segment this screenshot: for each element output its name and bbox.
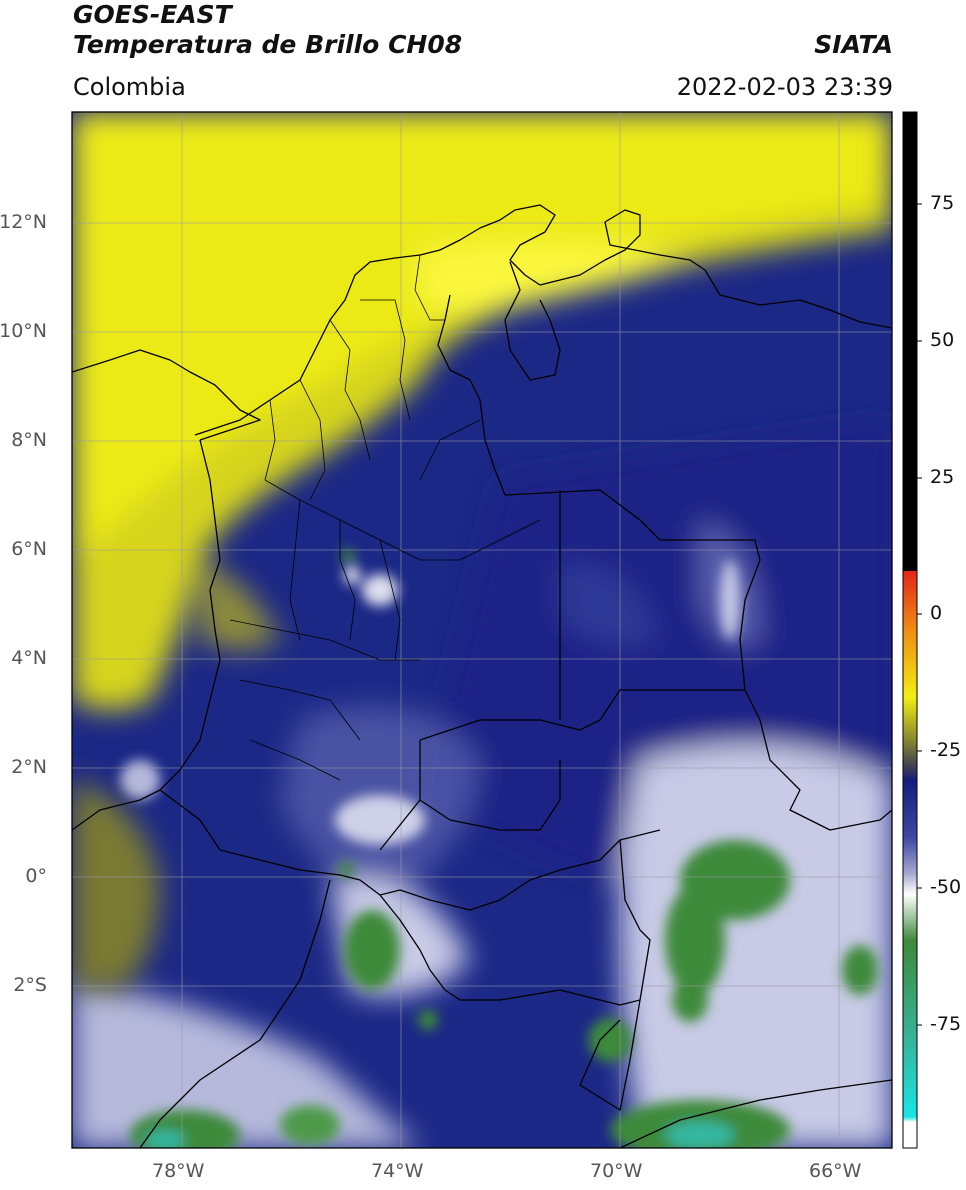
lat-tick-4n: 4°N [11,647,47,669]
lat-tick-8n: 8°N [11,429,47,451]
satellite-title: GOES-EAST [73,0,232,29]
graticule [72,112,892,1148]
lat-tick-2n: 2°N [11,756,47,778]
satellite-imagery [72,112,892,1148]
lon-tick-66w: 66°W [809,1160,862,1182]
colorbar-tick-minus25: -25 [930,739,962,761]
product-title: Temperatura de Brillo CH08 [73,30,463,59]
lon-tick-70w: 70°W [590,1160,643,1182]
region-label: Colombia [73,73,186,101]
lat-tick-6n: 6°N [11,538,47,560]
lat-tick-10n: 10°N [0,320,47,342]
colorbar-tick-50: 50 [930,329,955,351]
department-borders [229,254,541,781]
datetime-label: 2022-02-03 23:39 [676,73,893,101]
lat-tick-12n: 12°N [0,211,47,233]
colorbar [902,111,918,1149]
lat-tick-2s: 2°S [13,974,47,996]
lon-tick-78w: 78°W [152,1160,205,1182]
country-borders [72,204,892,1148]
colorbar-tick-minus75: -75 [930,1013,962,1035]
colorbar-tick-minus50: -50 [930,876,962,898]
lat-tick-0: 0° [25,865,47,887]
colorbar-tick-0: 0 [930,602,943,624]
colorbar-tick-75: 75 [930,192,955,214]
colorbar-tick-25: 25 [930,466,955,488]
colorbar-tick-marks [917,203,922,1026]
lon-tick-74w: 74°W [371,1160,424,1182]
agency-label: SIATA [814,30,893,59]
